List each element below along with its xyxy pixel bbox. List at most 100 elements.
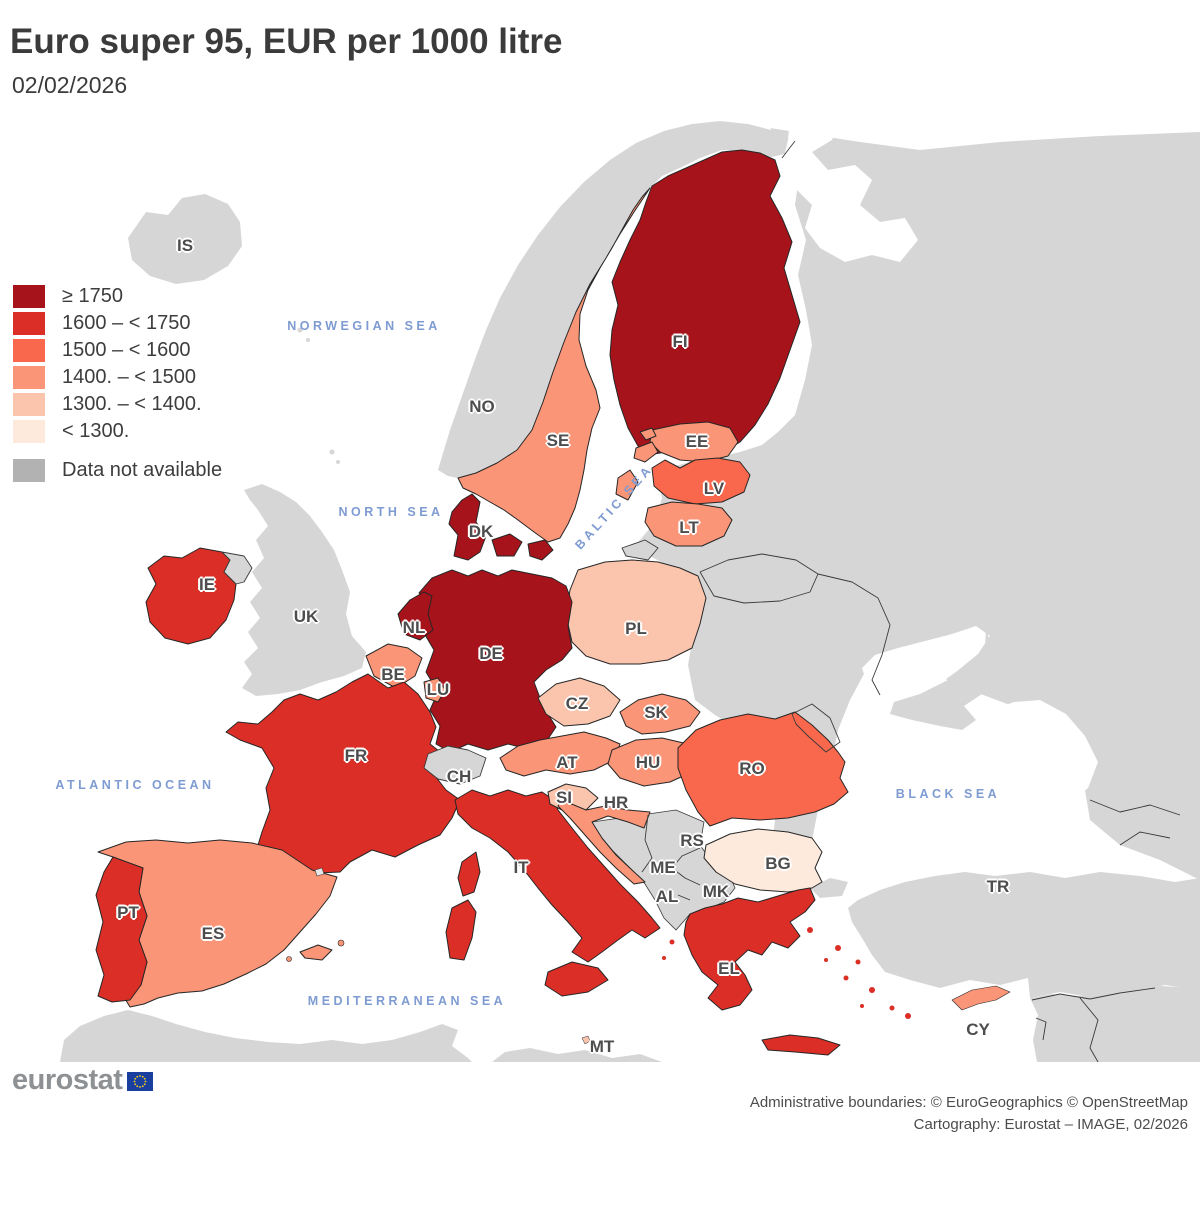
black-sea <box>834 626 1098 856</box>
country-label-al: AL <box>655 887 679 906</box>
country-netherlands <box>397 591 434 641</box>
legend-swatch <box>12 338 46 363</box>
page-title: Euro super 95, EUR per 1000 litre <box>10 22 563 61</box>
island-menorca <box>337 939 345 947</box>
country-label-dk: DK <box>468 522 494 541</box>
island-sardinia <box>445 899 477 961</box>
sea-label-black-sea: BLACK SEA <box>895 787 1001 801</box>
legend-swatch <box>12 419 46 444</box>
region-kaliningrad <box>621 539 659 561</box>
sea-label-norwegian-sea: NORWEGIAN SEA <box>287 319 441 333</box>
border-moldova <box>791 703 841 753</box>
eurostat-logo: eurostat <box>12 1064 154 1096</box>
legend-row: 1600 – < 1750 <box>12 310 222 337</box>
political-borders <box>641 140 1181 1063</box>
border-albania-macedonia <box>677 894 691 901</box>
country-bulgaria <box>703 828 823 893</box>
border-caucasus-1 <box>1089 799 1181 816</box>
border-bosnia <box>641 814 653 873</box>
country-malta <box>581 1035 591 1045</box>
border-ukraine-russia <box>817 573 891 696</box>
country-label-me: ME <box>650 858 676 877</box>
country-label-nl: NL <box>402 618 426 637</box>
legend-row: 1500 – < 1600 <box>12 337 222 364</box>
border-norway-russia <box>781 140 796 159</box>
legend-swatch <box>12 284 46 309</box>
island-crete <box>761 1034 841 1056</box>
eurostat-wordmark: eurostat <box>12 1064 123 1096</box>
country-greece <box>683 887 816 1011</box>
country-label-se: SE <box>546 431 570 450</box>
island-hiiumaa <box>639 427 657 441</box>
country-norway <box>438 121 795 478</box>
eu-flag-icon <box>127 1072 154 1091</box>
gray-bordered-countries <box>221 539 659 877</box>
legend-label: ≥ 1750 <box>62 285 124 307</box>
sea-label-mediterranean-sea: MEDITERRANEAN SEA <box>307 994 507 1008</box>
country-lithuania <box>644 501 733 547</box>
country-label-fr: FR <box>344 746 368 765</box>
country-label-mk: MK <box>702 882 730 901</box>
country-label-de: DE <box>479 644 503 663</box>
island-gotland <box>615 469 639 501</box>
legend-label: 1600 – < 1750 <box>62 312 191 334</box>
island-corsica <box>457 851 481 897</box>
country-label-is: IS <box>176 236 194 255</box>
country-label-be: BE <box>381 665 405 684</box>
sea-label-north-sea: NORTH SEA <box>338 505 444 519</box>
legend-row-not-available: Data not available <box>12 457 222 484</box>
attribution-line-1: Administrative boundaries: © EuroGeograp… <box>749 1094 1188 1111</box>
country-cyprus <box>951 985 1011 1011</box>
country-label-cz: CZ <box>565 694 589 713</box>
country-ireland <box>145 547 237 645</box>
country-label-el: EL <box>718 959 740 978</box>
country-iceland <box>128 194 242 284</box>
island-funen <box>491 533 523 557</box>
page-date: 02/02/2026 <box>12 72 128 98</box>
country-label-at: AT <box>556 753 578 772</box>
country-label-fi: FI <box>672 332 688 351</box>
legend: ≥ 1750 1600 – < 1750 1500 – < 1600 1400. – … <box>12 283 222 484</box>
island-zealand <box>527 539 554 561</box>
country-label-pl: PL <box>625 619 647 638</box>
land-africa-west <box>60 1010 472 1062</box>
country-romania <box>677 711 849 827</box>
border-belarus <box>699 553 819 604</box>
country-andorra <box>314 867 325 877</box>
legend-label: 1400. – < 1500 <box>62 366 197 388</box>
country-label-ch: CH <box>446 767 472 786</box>
country-label-ie: IE <box>198 575 216 594</box>
eu-stars <box>134 1075 147 1088</box>
legend-row: 1300. – < 1400. <box>12 391 222 418</box>
country-finland <box>609 149 801 457</box>
country-switzerland <box>423 745 487 785</box>
country-label-rs: RS <box>680 831 704 850</box>
aegean-islands <box>662 927 911 1019</box>
white-sea <box>782 115 918 262</box>
land-africa-east <box>492 1048 662 1062</box>
country-label-bg: BG <box>765 854 791 873</box>
land-middle-east <box>1030 986 1200 1062</box>
legend-label: 1500 – < 1600 <box>62 339 191 361</box>
land-east-mass <box>628 128 1200 880</box>
legend-label: Data not available <box>62 459 223 481</box>
legend-swatch <box>12 311 46 336</box>
country-sweden <box>457 187 651 543</box>
country-croatia <box>557 799 651 885</box>
island-mallorca <box>299 944 333 961</box>
islet <box>306 338 310 342</box>
country-label-lt: LT <box>679 518 699 537</box>
country-label-hr: HR <box>603 793 629 812</box>
legend-row: < 1300. <box>12 418 222 445</box>
country-latvia <box>651 457 751 505</box>
country-turkey <box>848 872 1200 998</box>
country-label-hu: HU <box>635 753 661 772</box>
legend-swatch <box>12 365 46 390</box>
legend-label: 1300. – < 1400. <box>62 393 202 415</box>
island-ibiza <box>286 956 292 962</box>
islet <box>329 449 335 455</box>
country-label-mt: MT <box>589 1037 615 1056</box>
islet <box>336 460 340 464</box>
legend-label: < 1300. <box>62 420 130 442</box>
